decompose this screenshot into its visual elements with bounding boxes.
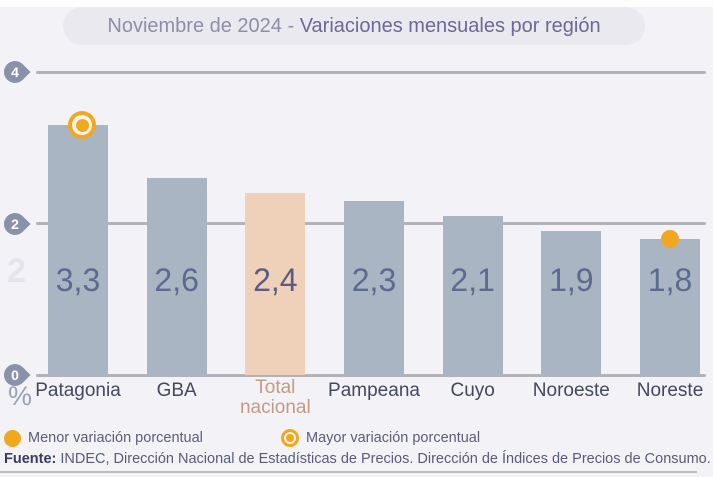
source-text: INDEC, Dirección Nacional de Estadística… [56,451,711,467]
legend: Menor variación porcentual Mayor variaci… [4,428,713,448]
ringed-orange-dot-icon [281,429,299,447]
bar-cuyo: 2,1 [442,215,503,375]
bar-value-label: 2,3 [351,261,397,298]
tick-label: 2 [11,215,19,232]
gridline-0 [36,373,706,377]
top-strip [0,0,713,7]
bar-value-label: 1,8 [647,261,693,298]
min-variation-marker-icon [661,229,680,248]
bottom-divider [0,471,697,473]
bar-value-label: 2,1 [450,261,495,298]
marker-ring-core [75,118,89,132]
bar-pampeana: 2,3 [344,200,404,375]
tick-label: 0 [11,367,19,383]
y-axis-tick-4: 4 [0,56,31,88]
x-axis-label-patagonia: Patagonia [35,380,121,401]
x-axis-label-pampeana: Pampeana [328,380,420,401]
bar-value-label: 2,4 [253,261,298,298]
bar-noroeste: 1,9 [541,231,602,375]
chart-title-pill: Noviembre de 2024 - Variaciones mensuale… [63,7,645,45]
legend-label-menor: Menor variación porcentual [28,430,203,446]
y-axis-tick-0: 0 [0,359,31,391]
bar-noreste: 1,8 [640,238,701,375]
tick-label: 4 [11,64,19,80]
source-note: Fuente: INDEC, Dirección Nacional de Est… [4,451,711,467]
x-axis-label-gba: GBA [156,380,197,401]
marker-ring-gap [72,115,92,136]
x-axis-label-total-nacional: Total nacional [239,377,311,418]
x-axis-label-cuyo: Cuyo [450,380,495,401]
legend-label-mayor: Mayor variación porcentual [306,430,481,446]
chart-title-period: Noviembre de 2024 - [107,14,300,37]
y-axis-unit-label: % [8,381,33,411]
bar-value-label: 1,9 [549,261,594,298]
x-axis-label-noreste: Noreste [636,380,704,401]
solid-orange-dot-icon [4,429,21,447]
bar-gba: 2,6 [146,178,207,375]
ghost-tick-label: 2 [7,252,26,290]
legend-item-mayor: Mayor variación porcentual [281,428,480,448]
y-axis-tick-2: 2 [0,207,31,240]
max-variation-marker-icon [68,111,96,140]
bar-value-label: 2,6 [154,261,199,298]
bar-value-label: 3,3 [55,261,101,298]
x-axis-label-noroeste: Noroeste [532,380,610,401]
source-label: Fuente: [4,451,57,467]
legend-item-menor: Menor variación porcentual [4,428,203,448]
bar-total-nacional: 2,4 [245,193,306,375]
bar-patagonia: 3,3 [48,125,108,375]
chart-title-subject: Variaciones mensuales por región [299,14,601,37]
gridline-4 [36,70,706,74]
